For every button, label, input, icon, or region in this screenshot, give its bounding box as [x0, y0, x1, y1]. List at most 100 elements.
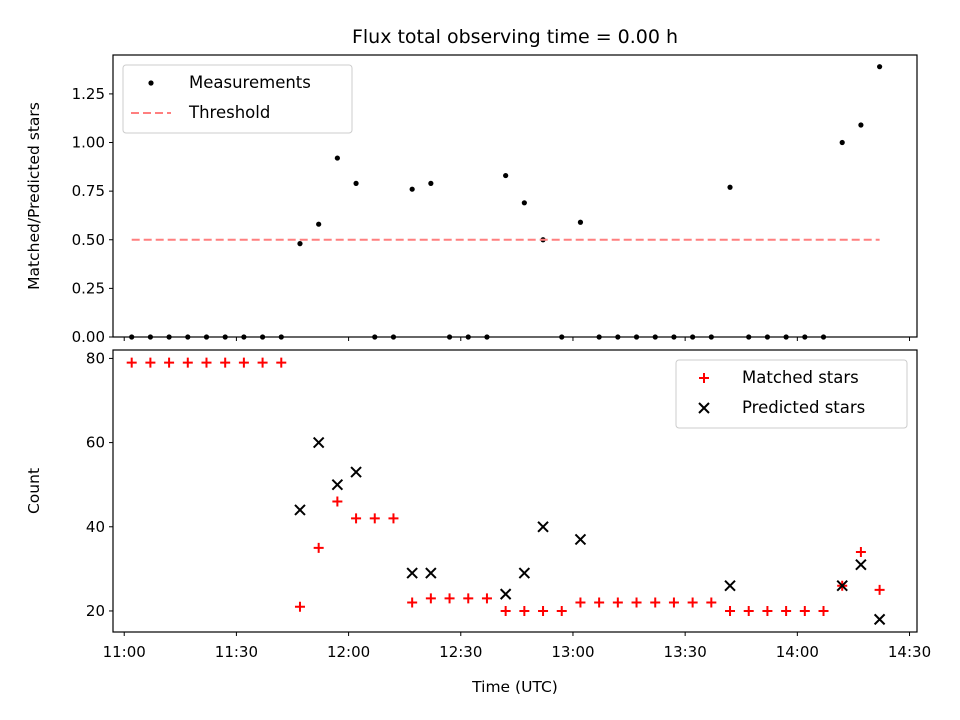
data-point	[312, 436, 325, 449]
data-point	[706, 597, 717, 608]
data-point	[463, 593, 474, 604]
x-tick-label: 14:00	[776, 643, 819, 661]
data-point	[577, 219, 584, 225]
legend-swatch	[698, 402, 710, 414]
data-point	[874, 584, 885, 595]
data-point	[257, 357, 268, 368]
data-point	[743, 605, 754, 616]
data-point	[332, 496, 343, 507]
data-point	[334, 155, 340, 161]
data-point	[877, 64, 883, 70]
data-point	[762, 605, 773, 616]
y-tick-label: 1.00	[72, 134, 105, 152]
data-point	[388, 513, 399, 524]
data-point	[220, 357, 231, 368]
y-tick-label: 1.25	[72, 85, 105, 103]
x-tick-label: 14:30	[888, 643, 931, 661]
x-tick-label: 11:00	[103, 643, 146, 661]
data-point	[406, 567, 418, 579]
data-point	[409, 186, 415, 192]
y-tick-label: 0.75	[72, 182, 105, 200]
data-point	[521, 200, 527, 206]
data-point	[500, 605, 511, 616]
data-point	[350, 466, 362, 478]
data-point	[444, 593, 455, 604]
data-point	[238, 357, 249, 368]
data-point	[503, 172, 509, 179]
data-point	[518, 567, 531, 579]
legend-label: Measurements	[189, 73, 311, 92]
data-point	[145, 357, 156, 368]
data-point	[574, 533, 587, 546]
axes-frame	[112, 54, 918, 338]
data-point	[839, 139, 845, 146]
data-point	[556, 605, 567, 616]
data-point	[594, 597, 605, 608]
y-tick-label: 60	[86, 434, 105, 452]
data-point	[294, 601, 305, 612]
data-point	[781, 605, 792, 616]
data-point	[612, 597, 623, 608]
data-point	[481, 593, 492, 604]
data-point	[294, 504, 306, 516]
x-tick-label: 13:00	[551, 643, 594, 661]
data-point	[873, 613, 886, 626]
data-point	[575, 597, 586, 608]
legend-label: Predicted stars	[742, 398, 865, 417]
y-axis-label: Count	[25, 468, 43, 514]
data-point	[687, 597, 698, 608]
data-point	[724, 579, 736, 592]
y-tick-label: 0.50	[72, 231, 105, 249]
y-tick-label: 0.00	[72, 328, 105, 346]
data-point	[182, 357, 193, 368]
data-point	[668, 597, 679, 608]
y-axis-label: Matched/Predicted stars	[25, 102, 43, 290]
bottom-panel: Count Time (UTC) 20 40 60 80 11:00 11:30 12:00 12…	[25, 349, 931, 696]
x-tick-label: 13:30	[664, 643, 707, 661]
data-point	[164, 357, 175, 368]
legend-box	[122, 64, 353, 134]
data-point	[519, 605, 530, 616]
y-tick-label: 40	[86, 518, 105, 536]
data-point	[428, 180, 434, 186]
legend-label: Threshold	[188, 103, 270, 122]
data-point	[725, 605, 736, 616]
data-point	[858, 122, 864, 128]
y-tick-label: 0.25	[72, 279, 105, 297]
data-point	[276, 357, 287, 368]
legend-label: Matched stars	[742, 368, 859, 387]
data-point	[425, 593, 436, 604]
legend-swatch	[148, 80, 154, 86]
data-point	[499, 588, 512, 600]
data-point	[855, 547, 866, 558]
data-point	[425, 567, 437, 579]
y-tick-label: 80	[86, 349, 105, 367]
legend-swatch	[699, 373, 709, 383]
x-tick-label: 12:00	[327, 643, 370, 661]
data-point	[316, 221, 322, 227]
axes-frame	[112, 349, 918, 633]
data-point	[313, 542, 324, 553]
data-point	[836, 579, 848, 592]
data-point	[353, 180, 359, 186]
data-point	[537, 521, 549, 533]
legend-box	[675, 359, 908, 429]
data-point	[351, 513, 362, 524]
x-axis-label: Time (UTC)	[471, 678, 558, 696]
x-tick-label: 12:30	[439, 643, 482, 661]
top-panel: Flux total observing time = 0.00 h Matche…	[25, 26, 918, 346]
data-point	[855, 558, 867, 571]
data-point	[297, 241, 303, 247]
data-point	[126, 357, 137, 368]
data-point	[538, 605, 549, 616]
data-point	[201, 357, 212, 368]
data-point	[799, 605, 810, 616]
data-point	[369, 513, 380, 524]
data-point	[331, 478, 344, 491]
data-point	[631, 597, 642, 608]
data-point	[650, 597, 661, 608]
data-point	[407, 597, 418, 608]
data-point	[727, 184, 733, 190]
chart-title: Flux total observing time = 0.00 h	[352, 26, 678, 48]
